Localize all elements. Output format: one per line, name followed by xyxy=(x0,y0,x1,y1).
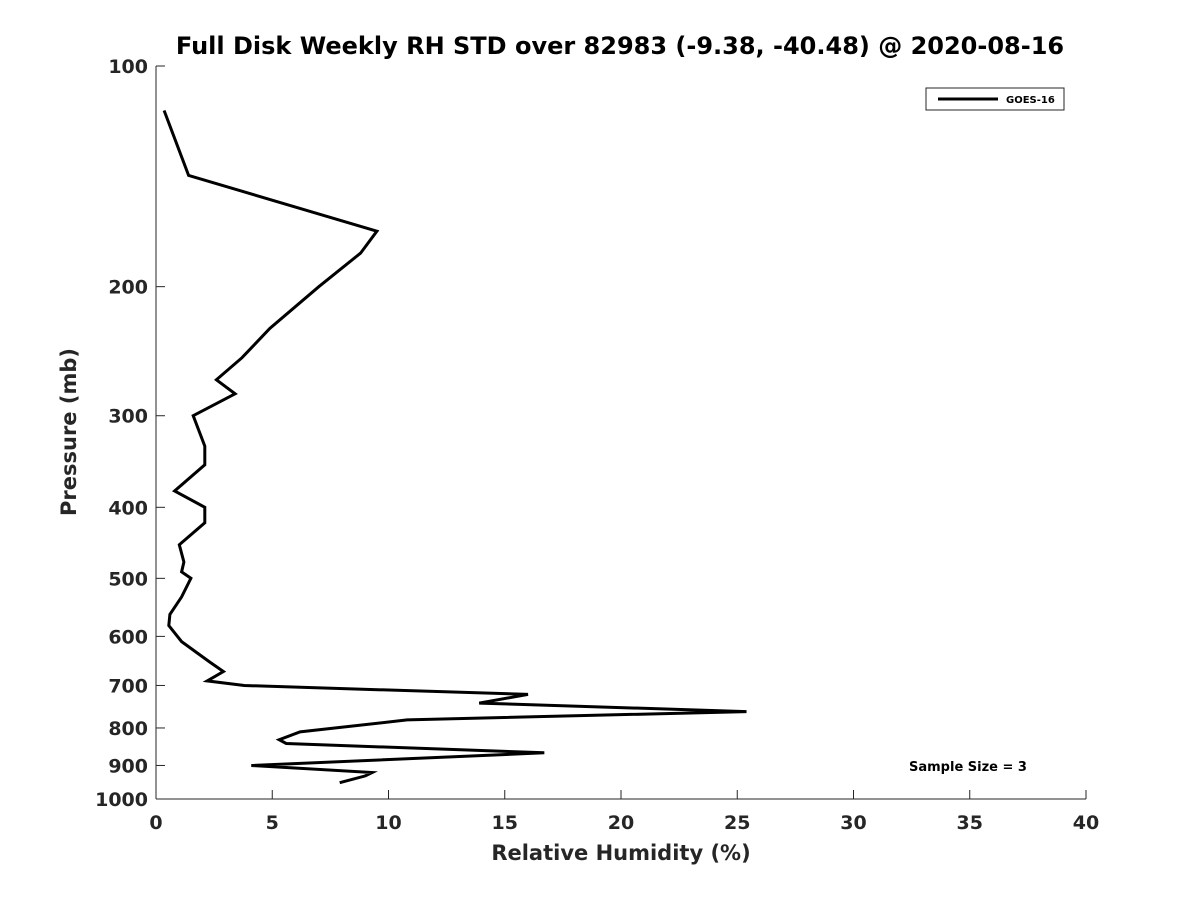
x-tick-label: 35 xyxy=(957,812,983,834)
chart-title: Full Disk Weekly RH STD over 82983 (-9.3… xyxy=(176,32,1064,60)
series-line-goes-16 xyxy=(162,109,747,785)
y-tick-label: 600 xyxy=(108,626,148,648)
series-layer xyxy=(162,109,747,785)
y-tick-label: 900 xyxy=(108,755,148,777)
y-tick-label: 1000 xyxy=(95,789,148,811)
y-tick-label: 400 xyxy=(108,497,148,519)
x-tick-label: 20 xyxy=(608,812,634,834)
y-tick-label: 200 xyxy=(108,277,148,299)
x-tick-label: 15 xyxy=(492,812,518,834)
y-tick-label: 800 xyxy=(108,718,148,740)
y-tick-label: 300 xyxy=(108,406,148,428)
x-axis-label: Relative Humidity (%) xyxy=(491,841,750,865)
y-tick-label: 100 xyxy=(108,56,148,78)
x-tick-label: 0 xyxy=(149,812,162,834)
legend: GOES-16 xyxy=(925,87,1065,111)
x-tick-label: 30 xyxy=(840,812,866,834)
y-tick-label: 500 xyxy=(108,568,148,590)
y-ticks: 100 200 300 400 500 600 700 800 900 1000 xyxy=(95,56,165,811)
x-tick-label: 10 xyxy=(375,812,401,834)
y-tick-label: 700 xyxy=(108,675,148,697)
y-axis-label: Pressure (mb) xyxy=(57,348,81,516)
x-ticks: 0 5 10 15 20 25 30 35 40 xyxy=(149,790,1099,834)
legend-label: GOES-16 xyxy=(1006,95,1055,106)
x-tick-label: 25 xyxy=(724,812,750,834)
x-tick-label: 5 xyxy=(266,812,279,834)
x-tick-label: 40 xyxy=(1073,812,1099,834)
sample-size-annotation: Sample Size = 3 xyxy=(909,760,1027,775)
